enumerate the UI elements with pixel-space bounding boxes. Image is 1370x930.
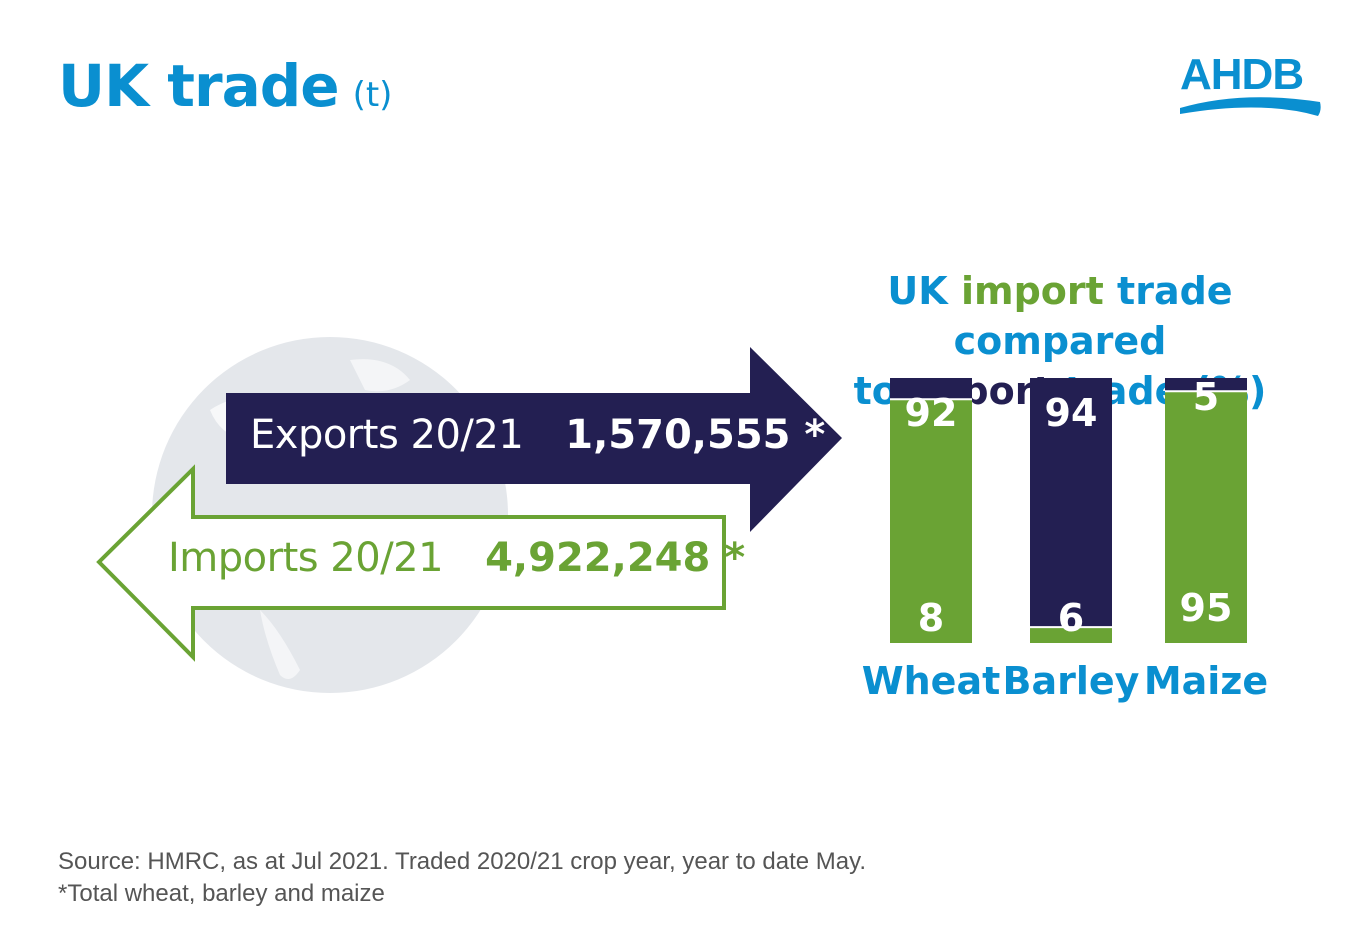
source-note: Source: HMRC, as at Jul 2021. Traded 202…: [58, 848, 866, 875]
exports-value: 1,570,555 *: [565, 412, 826, 458]
category-label-wheat: Wheat: [862, 659, 1001, 703]
bar-label-top-maize: 5: [1193, 375, 1219, 419]
bar-label-top-wheat: 92: [905, 391, 958, 435]
chart-title-part1: UK: [887, 269, 948, 313]
category-label-maize: Maize: [1144, 659, 1268, 703]
logo-text: AHDB: [1180, 50, 1304, 99]
total-note: *Total wheat, barley and maize: [58, 880, 385, 907]
bar-export-wheat: [890, 378, 972, 400]
chart-title-part3: trade compared: [953, 269, 1233, 363]
exports-label-text: Exports 20/21: [250, 412, 524, 458]
category-label-barley: Barley: [1003, 659, 1140, 703]
ahdb-logo: AHDB: [1172, 50, 1332, 130]
page-title: UK trade (t): [58, 52, 392, 120]
imports-label: Imports 20/21 4,922,248 *: [168, 535, 745, 581]
imports-label-text: Imports 20/21: [168, 535, 444, 581]
title-unit: (t): [352, 75, 393, 115]
bar-import-maize: [1165, 391, 1247, 643]
exports-label: Exports 20/21 1,570,555 *: [250, 412, 825, 458]
bar-import-wheat: [890, 399, 972, 643]
bar-import-barley: [1030, 627, 1112, 643]
bar-label-bottom-wheat: 8: [918, 596, 944, 640]
bar-label-bottom-barley: 6: [1058, 596, 1084, 640]
title-text: UK trade: [58, 52, 340, 120]
bar-label-top-barley: 94: [1045, 391, 1098, 435]
bar-export-maize: [1165, 378, 1247, 392]
chart-title-import: import: [960, 269, 1104, 313]
footnote: Source: HMRC, as at Jul 2021. Traded 202…: [58, 846, 866, 910]
import-arrow: [96, 464, 726, 662]
imports-value: 4,922,248 *: [485, 535, 746, 581]
bar-export-barley: [1030, 378, 1112, 628]
export-arrow: [226, 347, 842, 532]
bar-label-bottom-maize: 95: [1180, 586, 1233, 630]
logo-swoosh-icon: [1180, 97, 1321, 116]
